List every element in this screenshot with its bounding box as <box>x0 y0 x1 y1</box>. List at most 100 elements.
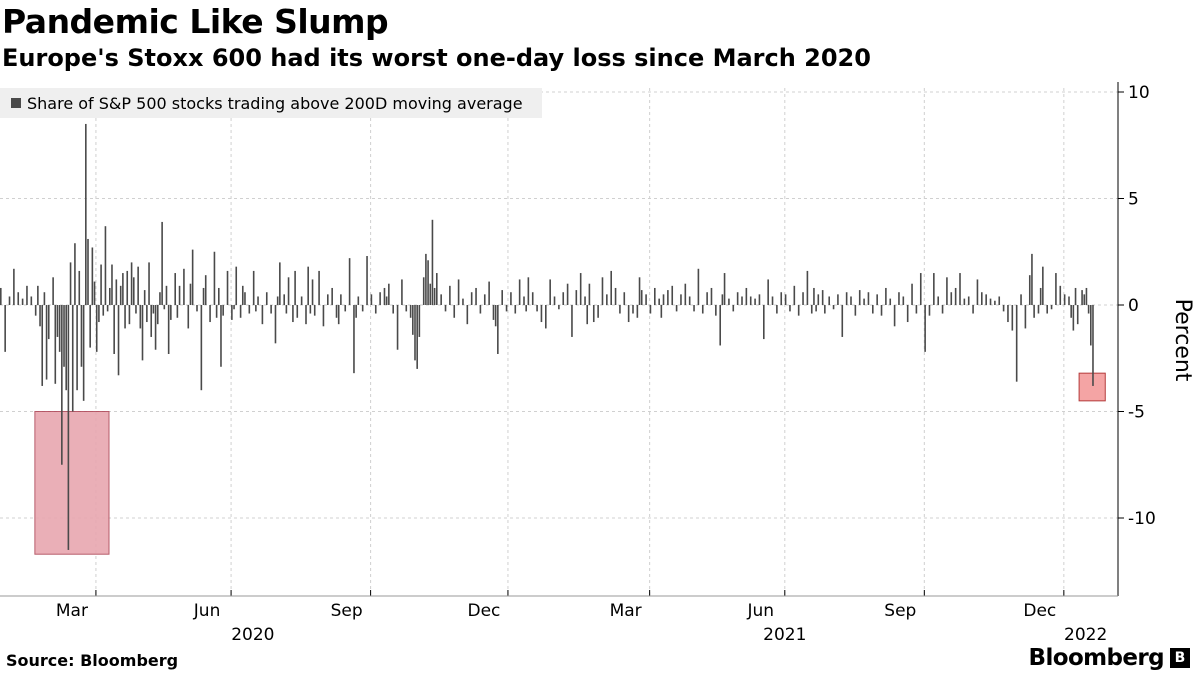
bar <box>571 305 573 337</box>
bar <box>313 305 316 316</box>
bar <box>906 305 909 323</box>
bar <box>723 273 726 305</box>
bar <box>721 294 724 305</box>
bar <box>401 279 403 305</box>
bar <box>924 305 926 352</box>
bar <box>763 305 765 340</box>
bar <box>758 294 761 305</box>
bar <box>1007 305 1009 323</box>
bar <box>815 305 817 312</box>
bar <box>525 305 527 312</box>
bar <box>527 277 530 305</box>
bar <box>241 285 244 305</box>
bar <box>937 296 939 305</box>
bar <box>200 305 203 391</box>
legend-swatch <box>11 98 21 108</box>
bar <box>126 270 129 305</box>
bar <box>274 305 277 344</box>
bar <box>1085 287 1088 305</box>
bar <box>296 305 299 318</box>
bar <box>976 279 979 305</box>
bar <box>261 305 264 325</box>
bar <box>449 285 451 305</box>
bar <box>505 305 508 312</box>
bar <box>536 305 538 312</box>
bar <box>488 281 490 305</box>
bar <box>510 292 512 305</box>
bar <box>710 287 713 305</box>
bar <box>693 305 695 312</box>
bar <box>579 273 582 305</box>
bar <box>335 305 338 318</box>
bar <box>1072 305 1075 331</box>
bar <box>1050 305 1053 310</box>
bar <box>771 296 774 305</box>
bar <box>584 296 586 305</box>
bar <box>34 305 37 316</box>
bar <box>645 294 647 305</box>
bar <box>414 305 416 361</box>
bar <box>74 243 76 305</box>
bar <box>518 279 521 305</box>
bar <box>667 290 669 305</box>
bar <box>462 298 464 305</box>
y-tick-label: 0 <box>1128 296 1139 316</box>
bar <box>187 305 190 329</box>
highlight-box <box>1078 372 1106 402</box>
bar <box>497 305 499 354</box>
bar <box>135 305 137 314</box>
bar <box>307 266 309 305</box>
bar <box>248 305 251 314</box>
x-tick-label: Jun <box>747 601 775 621</box>
bar <box>104 226 107 305</box>
bar <box>43 292 46 305</box>
bar <box>37 285 39 305</box>
bar <box>215 305 218 318</box>
bar <box>374 305 377 314</box>
bar <box>379 292 381 305</box>
bar <box>63 305 65 367</box>
bar <box>137 266 139 305</box>
bar <box>1042 266 1044 305</box>
bar <box>767 279 769 305</box>
bar <box>479 305 482 314</box>
bar <box>156 305 159 325</box>
bar <box>963 298 966 305</box>
bar <box>728 298 730 305</box>
bar <box>675 305 678 312</box>
bar <box>209 305 211 323</box>
bar <box>749 296 752 305</box>
bar <box>697 268 700 305</box>
bar <box>189 283 192 305</box>
x-tick-label: Dec <box>1023 601 1056 621</box>
x-tick-label: Mar <box>610 601 642 621</box>
bar <box>287 277 290 305</box>
bar <box>117 305 120 376</box>
x-tick-label: Dec <box>467 601 500 621</box>
bar <box>100 264 102 305</box>
bar <box>832 305 835 310</box>
bar <box>902 296 905 305</box>
bar <box>436 273 438 305</box>
bar <box>67 305 70 550</box>
bar <box>492 305 495 320</box>
bar <box>854 305 857 316</box>
bar <box>597 305 599 318</box>
bar <box>1037 305 1040 314</box>
bar <box>1083 294 1086 305</box>
bar <box>586 305 589 325</box>
bar <box>122 273 124 305</box>
bar <box>309 305 312 314</box>
bar <box>1076 305 1079 325</box>
bar <box>1090 305 1092 346</box>
bar <box>806 270 809 305</box>
bar <box>87 238 89 305</box>
year-label: 2020 <box>231 625 274 645</box>
bar <box>972 305 974 314</box>
bar <box>431 219 434 305</box>
axes: 10 5 0 -5 -10 Mar Jun Sep Dec Mar Jun Sep Dec 2020 202… <box>0 82 1195 645</box>
bar <box>828 296 830 305</box>
bar <box>501 290 503 305</box>
bar <box>409 305 412 318</box>
bar <box>941 305 944 314</box>
